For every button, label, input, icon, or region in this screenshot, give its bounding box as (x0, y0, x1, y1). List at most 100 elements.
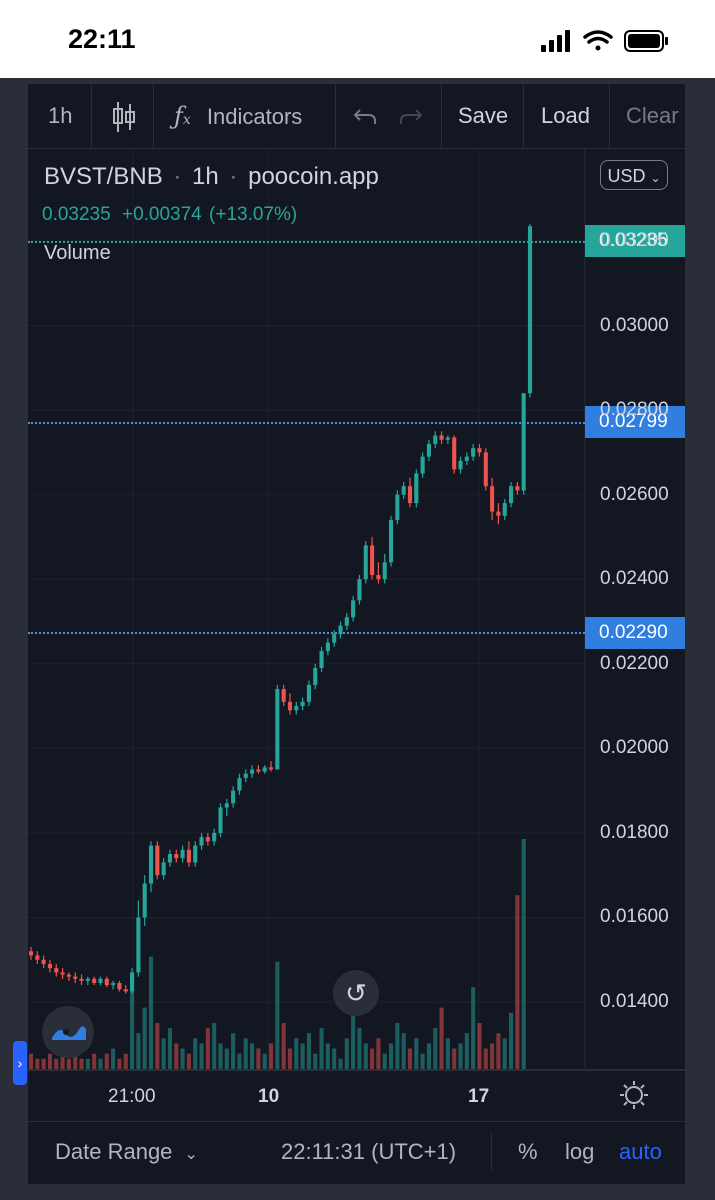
candle (130, 968, 135, 994)
volume-bar (174, 1043, 179, 1069)
candle-body (47, 963, 53, 969)
candle-body (370, 545, 375, 575)
candle-body (363, 545, 368, 580)
volume-bar (325, 1043, 330, 1069)
candle-body (142, 883, 147, 918)
candle-body (262, 767, 267, 772)
price-line-b[interactable] (28, 632, 585, 634)
candle-body (376, 574, 381, 580)
volume-bar (250, 1043, 255, 1069)
logo-button[interactable] (42, 1006, 94, 1058)
volume-bar (502, 1038, 507, 1069)
volume-bar (224, 1048, 229, 1069)
candle-body (351, 600, 356, 618)
candle (212, 828, 217, 846)
volume-bar (357, 1028, 362, 1069)
candle-body (313, 668, 318, 685)
volume-bar (155, 1023, 160, 1069)
indicators-button[interactable]: ƒx Indicators (174, 84, 302, 148)
chart-type-button[interactable] (112, 84, 136, 148)
status-bar: 22:11 (0, 0, 715, 78)
candle (527, 224, 533, 398)
candle (167, 849, 173, 867)
volume-bar (268, 1043, 274, 1069)
candle-body (98, 978, 103, 983)
candle (161, 858, 166, 880)
candles-icon (113, 102, 135, 133)
candle (382, 553, 387, 584)
volume-bar (401, 1033, 406, 1069)
candle (338, 621, 343, 639)
chart-settings-button[interactable] (585, 1070, 685, 1120)
candle-body (130, 972, 135, 992)
candle (319, 646, 324, 673)
undo-icon (353, 109, 376, 125)
price-axis-label: 0.02200 (600, 652, 669, 674)
battery-icon (624, 30, 668, 52)
volume-bar (344, 1038, 349, 1069)
clear-button[interactable]: Clear (626, 103, 679, 128)
candle (490, 477, 495, 521)
candle (294, 701, 299, 715)
status-time: 22:11 (68, 24, 136, 54)
candle-body (426, 443, 431, 457)
clock-timezone[interactable]: 22:11:31 (UTC+1) (281, 1139, 457, 1164)
interval-button[interactable]: 1h (48, 103, 73, 128)
price-line-a-tag[interactable]: 0.02799 (585, 406, 685, 438)
load-button[interactable]: Load (541, 103, 590, 128)
currency-label: USD (607, 166, 646, 186)
candle-body (395, 494, 400, 521)
candle (256, 765, 261, 774)
candle-body (268, 767, 274, 770)
candlestick-chart[interactable] (28, 149, 685, 1069)
tradingview-logo-icon (52, 1026, 86, 1040)
candle-body (496, 511, 501, 516)
volume-bar (471, 987, 476, 1069)
candle-body (231, 790, 236, 804)
time-label: 21:00 (108, 1086, 156, 1107)
undo-button[interactable] (352, 84, 378, 148)
candle-body (483, 452, 488, 487)
candle (325, 638, 330, 656)
price-axis-label: 0.02400 (600, 568, 669, 590)
volume-bar (231, 1033, 236, 1069)
toolbar-divider (335, 84, 336, 148)
toolbar-divider (441, 84, 442, 148)
chart-toolbar: 1h ƒx Indicators Save Load Clear (28, 84, 685, 149)
candle (262, 765, 267, 774)
time-axis[interactable] (28, 1070, 685, 1121)
legend-symbol: BVST/BNB (44, 163, 163, 190)
currency-button[interactable]: USD ⌄ (600, 160, 668, 190)
volume-bar (458, 1043, 463, 1069)
sidebar-toggle[interactable]: › (13, 1041, 27, 1085)
log-scale-toggle[interactable]: log (565, 1139, 595, 1164)
price-axis-label: 0.03200 (600, 230, 669, 251)
volume-bar (117, 1058, 122, 1069)
candle-body (73, 976, 78, 979)
candle (433, 431, 438, 449)
reset-chart-button[interactable]: ↺ (333, 970, 379, 1016)
candle-body (477, 448, 482, 453)
redo-button[interactable] (398, 84, 424, 148)
chart-pane[interactable] (28, 149, 685, 1069)
candle (111, 980, 116, 990)
candle (205, 832, 210, 846)
candle (483, 448, 488, 491)
volume-bar (521, 839, 526, 1069)
candle-body (325, 642, 330, 652)
percent-scale-toggle[interactable]: % (518, 1139, 538, 1164)
candle (508, 481, 514, 508)
candle-body (445, 437, 450, 440)
price-axis-label: 0.02000 (600, 737, 669, 759)
save-button[interactable]: Save (458, 103, 509, 128)
volume-bar (483, 1048, 488, 1069)
date-range-button[interactable]: Date Range ⌄ (55, 1139, 198, 1165)
volume-bar (477, 1023, 482, 1069)
volume-bar (395, 1023, 400, 1069)
candle-body (79, 978, 84, 981)
price-line-b-tag[interactable]: 0.02290 (585, 617, 685, 649)
candle-body (205, 837, 210, 842)
candle-body (111, 982, 116, 986)
price-line-a[interactable] (28, 422, 585, 424)
auto-scale-toggle[interactable]: auto (619, 1139, 662, 1164)
